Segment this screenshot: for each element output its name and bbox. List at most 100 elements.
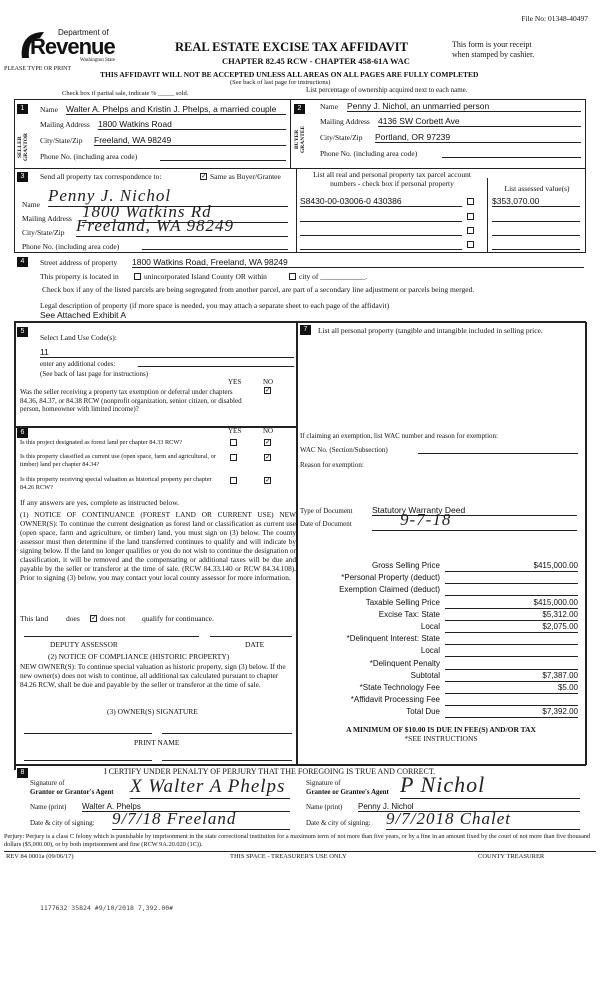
corr-city-field[interactable]: Freeland, WA 98249 <box>76 216 288 237</box>
print-name-line-1[interactable] <box>24 760 152 761</box>
price-label: Gross Selling Price <box>371 561 440 570</box>
price-value-field[interactable] <box>445 659 578 670</box>
parcel-field-4[interactable] <box>300 240 462 250</box>
wac-label: WAC No. (Section/Subsection) <box>300 446 388 454</box>
grantee-sig-label: Signature of <box>306 779 341 787</box>
reason-label: Reason for exemption: <box>300 461 364 469</box>
additional-codes-field[interactable] <box>138 358 294 367</box>
grantee-signature[interactable]: P Nichol <box>400 772 580 799</box>
parcel-field-2[interactable] <box>300 212 462 222</box>
current-use-yes-checkbox[interactable] <box>230 454 237 461</box>
seller-address-field[interactable]: 1800 Watkins Road <box>98 119 286 130</box>
price-value-field[interactable]: $7,392.00 <box>445 707 578 719</box>
seller-name-field[interactable]: Walter A. Phelps and Kristin J. Phelps, … <box>66 104 286 115</box>
buyer-name-field[interactable]: Penny J. Nichol, an unmarried person <box>347 101 581 112</box>
buyer-address-field[interactable]: 4136 SW Corbett Ave <box>378 116 581 127</box>
doc-type-field[interactable]: Statutory Warranty Deed <box>372 505 577 516</box>
parcel-field-3[interactable] <box>300 226 462 236</box>
buyer-address-label: Mailing Address <box>320 117 370 126</box>
deputy-assessor-label: DEPUTY ASSESSOR <box>50 640 118 649</box>
personal-property-checkbox-3[interactable] <box>467 227 474 234</box>
historical-question: Is this property receiving special valua… <box>20 476 212 491</box>
segregated-label: Check box if any of the listed parcels a… <box>42 285 475 294</box>
assessed-field-4[interactable] <box>492 240 580 250</box>
owner-signature-line-1[interactable] <box>24 733 152 734</box>
assessed-field-1[interactable]: $353,070.00 <box>492 196 580 207</box>
print-name-line-2[interactable] <box>162 760 292 761</box>
section-number-2: 2 <box>294 104 305 114</box>
price-value-field[interactable]: $5.00 <box>445 683 578 694</box>
grantee-agent-label: Grantee or Grantee's Agent <box>306 788 389 796</box>
price-label: Local <box>420 622 440 631</box>
grantor-date-label: Date & city of signing: <box>30 819 95 827</box>
owner-signature-line-2[interactable] <box>162 733 292 734</box>
receipt-note-2: when stamped by cashier. <box>452 50 535 59</box>
if-yes-note: If any answers are yes, complete as inst… <box>20 498 180 507</box>
buyer-phone-field[interactable] <box>442 148 581 158</box>
historical-yes-checkbox[interactable] <box>230 477 237 484</box>
legal-description[interactable]: See Attached Exhibit A <box>40 310 127 320</box>
grantor-signature[interactable]: X Walter A Phelps <box>130 776 290 799</box>
street-address-field[interactable]: 1800 Watkins Road, Freeland, WA 98249 <box>132 257 584 268</box>
corr-name-field[interactable]: Penny J. Nichol <box>48 186 288 207</box>
buyer-city-field[interactable]: Portland, OR 97239 <box>375 132 581 143</box>
grantee-date-field[interactable]: 9/7/2018 Chalet <box>386 809 580 830</box>
price-value-field[interactable]: $5,312.00 <box>445 610 578 621</box>
corr-name-label: Name <box>22 200 40 209</box>
deputy-signature-line[interactable] <box>24 636 199 637</box>
corr-phone-field[interactable] <box>142 241 288 250</box>
price-value-field[interactable]: $415,000.00 <box>445 598 578 609</box>
qualify-label: qualify for continuance. <box>142 614 214 623</box>
forest-yes-checkbox[interactable] <box>230 439 237 446</box>
section-number-7: 7 <box>300 325 311 335</box>
personal-property-label: List all personal property (tangible and… <box>318 326 543 335</box>
corr-address-field[interactable]: 1800 Watkins Rd <box>82 202 288 223</box>
price-value-field[interactable]: $7,387.00 <box>445 671 578 682</box>
grantee-name-field[interactable]: Penny J. Nichol <box>358 802 580 812</box>
wac-field[interactable] <box>418 445 578 454</box>
seller-address-label: Mailing Address <box>40 120 90 129</box>
personal-property-checkbox-1[interactable] <box>467 198 474 205</box>
personal-property-checkbox-2[interactable] <box>467 213 474 220</box>
seller-city-field[interactable]: Freeland, WA 98249 <box>94 135 286 146</box>
price-value-field[interactable]: $415,000.00 <box>445 561 578 572</box>
parcel-header: List all real and personal property tax … <box>313 170 471 179</box>
section-number-4: 4 <box>17 257 28 267</box>
grantor-date-field[interactable]: 9/7/18 Freeland <box>112 809 290 830</box>
assessed-field-2[interactable] <box>492 212 580 222</box>
current-use-no-checkbox[interactable]: ✓ <box>264 453 271 461</box>
forest-no-checkbox[interactable]: ✓ <box>264 438 271 446</box>
grantee-name-label: Name (print) <box>306 803 343 811</box>
price-value-field[interactable]: $2,075.00 <box>445 622 578 633</box>
buyer-city-label: City/State/Zip <box>320 133 363 142</box>
compliance-notice: NEW OWNER(S): To continue special valuat… <box>20 662 286 689</box>
price-label: Exemption Claimed (deduct) <box>339 585 440 595</box>
same-as-buyer-checkbox[interactable]: ✓ <box>200 172 207 180</box>
file-number: File No: 01348-40497 <box>521 14 588 23</box>
city-checkbox[interactable] <box>289 273 296 280</box>
seller-phone-field[interactable] <box>160 151 286 161</box>
unincorporated-label: unincorporated Island County OR within <box>144 272 267 281</box>
price-value-field[interactable] <box>445 585 578 597</box>
price-value-field[interactable] <box>445 646 578 658</box>
unincorporated-checkbox[interactable] <box>134 273 141 280</box>
historical-no-checkbox[interactable]: ✓ <box>264 476 271 484</box>
grantor-agent-label: Grantor or Grantor's Agent <box>30 788 114 796</box>
personal-property-checkbox-4[interactable] <box>467 241 474 248</box>
parcel-field-1[interactable]: S8430-00-03006-0 430386 <box>300 196 462 207</box>
exemption-no-checkbox[interactable]: ✓ <box>264 386 271 394</box>
yes-header-6: YES <box>228 427 242 435</box>
price-value-field[interactable] <box>445 634 578 646</box>
section-number-1: 1 <box>17 104 28 114</box>
price-value-field[interactable] <box>445 573 578 585</box>
land-use-code-field[interactable]: 11 <box>40 347 294 358</box>
seller-city-label: City/State/Zip <box>40 136 83 145</box>
price-value-field[interactable] <box>445 695 578 707</box>
assessed-field-3[interactable] <box>492 226 580 236</box>
doc-date-field[interactable]: 9-7-18 <box>372 510 577 531</box>
see-back-note: (See back of last page for instructions) <box>230 79 331 86</box>
grantor-name-field[interactable]: Walter A. Phelps <box>82 802 290 812</box>
deputy-date-line[interactable] <box>210 636 292 637</box>
corr-phone-label: Phone No. (including area code) <box>22 242 120 251</box>
does-not-checkbox[interactable]: ✓ <box>90 614 97 622</box>
